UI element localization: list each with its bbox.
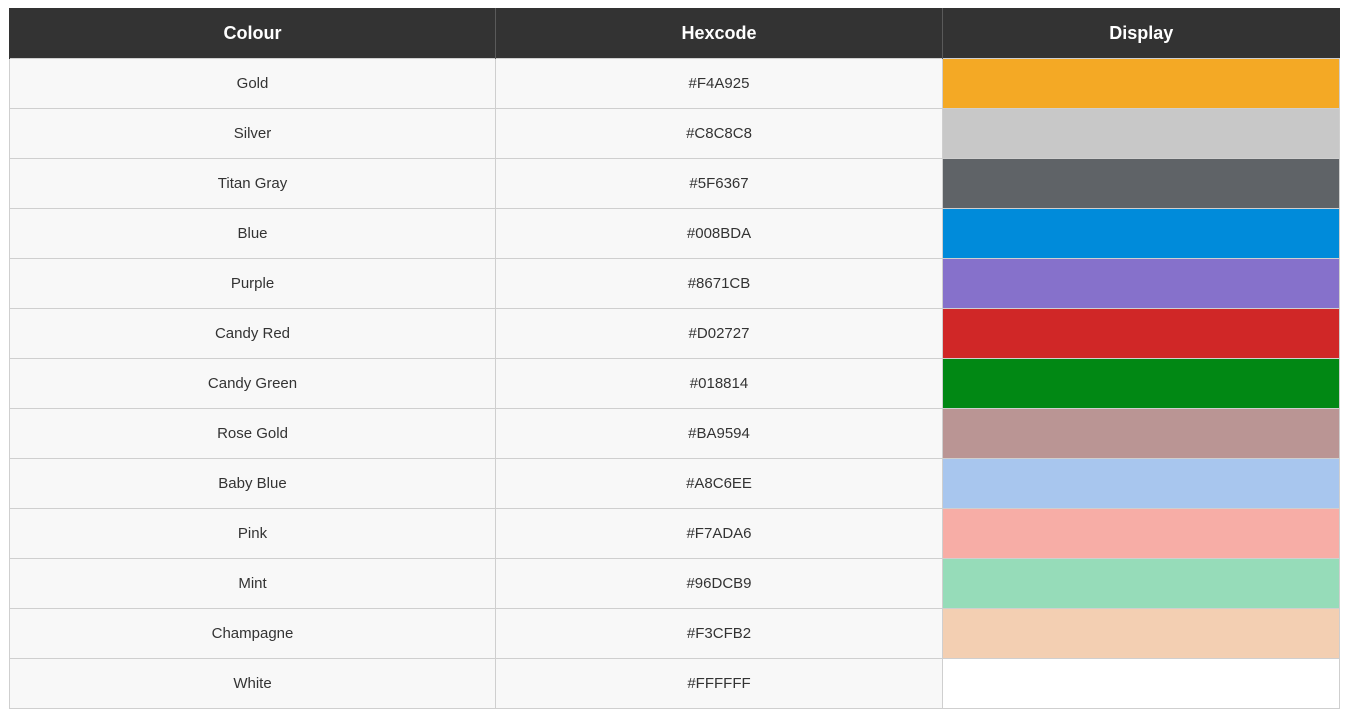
hexcode-cell: #F4A925 — [495, 58, 943, 109]
table-row: Gold #F4A925 — [9, 58, 1340, 109]
colour-name-cell: Candy Red — [9, 308, 496, 359]
hexcode-cell: #F7ADA6 — [495, 508, 943, 559]
table-row: Rose Gold #BA9594 — [9, 408, 1340, 459]
colour-name-cell: Baby Blue — [9, 458, 496, 509]
colour-name-cell: Gold — [9, 58, 496, 109]
colour-name-cell: Mint — [9, 558, 496, 609]
table-row: Blue #008BDA — [9, 208, 1340, 259]
hexcode-cell: #FFFFFF — [495, 658, 943, 709]
colour-table: Colour Hexcode Display Gold #F4A925 Silver… — [9, 8, 1340, 709]
colour-name-cell: Blue — [9, 208, 496, 259]
colour-swatch — [943, 509, 1339, 558]
table-row: Baby Blue #A8C6EE — [9, 458, 1340, 509]
header-display: Display — [942, 8, 1340, 59]
colour-name-cell: Rose Gold — [9, 408, 496, 459]
hexcode-cell: #F3CFB2 — [495, 608, 943, 659]
colour-name-cell: Champagne — [9, 608, 496, 659]
display-swatch-cell — [942, 108, 1340, 159]
colour-swatch — [943, 359, 1339, 408]
table-row: Candy Green #018814 — [9, 358, 1340, 409]
colour-swatch — [943, 109, 1339, 158]
display-swatch-cell — [942, 308, 1340, 359]
header-row: Colour Hexcode Display — [9, 8, 1340, 59]
colour-name-cell: White — [9, 658, 496, 709]
display-swatch-cell — [942, 458, 1340, 509]
table-row: Champagne #F3CFB2 — [9, 608, 1340, 659]
table-row: Titan Gray #5F6367 — [9, 158, 1340, 209]
display-swatch-cell — [942, 358, 1340, 409]
table-row: Candy Red #D02727 — [9, 308, 1340, 359]
hexcode-cell: #C8C8C8 — [495, 108, 943, 159]
table-row: White #FFFFFF — [9, 658, 1340, 709]
colour-swatch — [943, 409, 1339, 458]
display-swatch-cell — [942, 208, 1340, 259]
display-swatch-cell — [942, 408, 1340, 459]
display-swatch-cell — [942, 58, 1340, 109]
colour-name-cell: Silver — [9, 108, 496, 159]
colour-name-cell: Pink — [9, 508, 496, 559]
display-swatch-cell — [942, 658, 1340, 709]
colour-name-cell: Purple — [9, 258, 496, 309]
display-swatch-cell — [942, 258, 1340, 309]
colour-swatch — [943, 59, 1339, 108]
header-colour: Colour — [9, 8, 496, 59]
display-swatch-cell — [942, 608, 1340, 659]
table-row: Purple #8671CB — [9, 258, 1340, 309]
table-row: Pink #F7ADA6 — [9, 508, 1340, 559]
colour-name-cell: Candy Green — [9, 358, 496, 409]
colour-swatch — [943, 159, 1339, 208]
hexcode-cell: #D02727 — [495, 308, 943, 359]
hexcode-cell: #018814 — [495, 358, 943, 409]
table-row: Mint #96DCB9 — [9, 558, 1340, 609]
colour-swatch — [943, 609, 1339, 658]
colour-name-cell: Titan Gray — [9, 158, 496, 209]
table-row: Silver #C8C8C8 — [9, 108, 1340, 159]
table-body: Gold #F4A925 Silver #C8C8C8 Titan Gray #5F636… — [9, 58, 1340, 709]
hexcode-cell: #96DCB9 — [495, 558, 943, 609]
colour-swatch — [943, 459, 1339, 508]
display-swatch-cell — [942, 558, 1340, 609]
hexcode-cell: #008BDA — [495, 208, 943, 259]
hexcode-cell: #BA9594 — [495, 408, 943, 459]
table-header: Colour Hexcode Display — [9, 8, 1340, 59]
colour-swatch — [943, 259, 1339, 308]
colour-swatch — [943, 309, 1339, 358]
hexcode-cell: #8671CB — [495, 258, 943, 309]
colour-swatch — [943, 559, 1339, 608]
header-hexcode: Hexcode — [495, 8, 943, 59]
colour-swatch — [943, 209, 1339, 258]
colour-swatch — [943, 659, 1339, 708]
hexcode-cell: #A8C6EE — [495, 458, 943, 509]
hexcode-cell: #5F6367 — [495, 158, 943, 209]
display-swatch-cell — [942, 508, 1340, 559]
display-swatch-cell — [942, 158, 1340, 209]
